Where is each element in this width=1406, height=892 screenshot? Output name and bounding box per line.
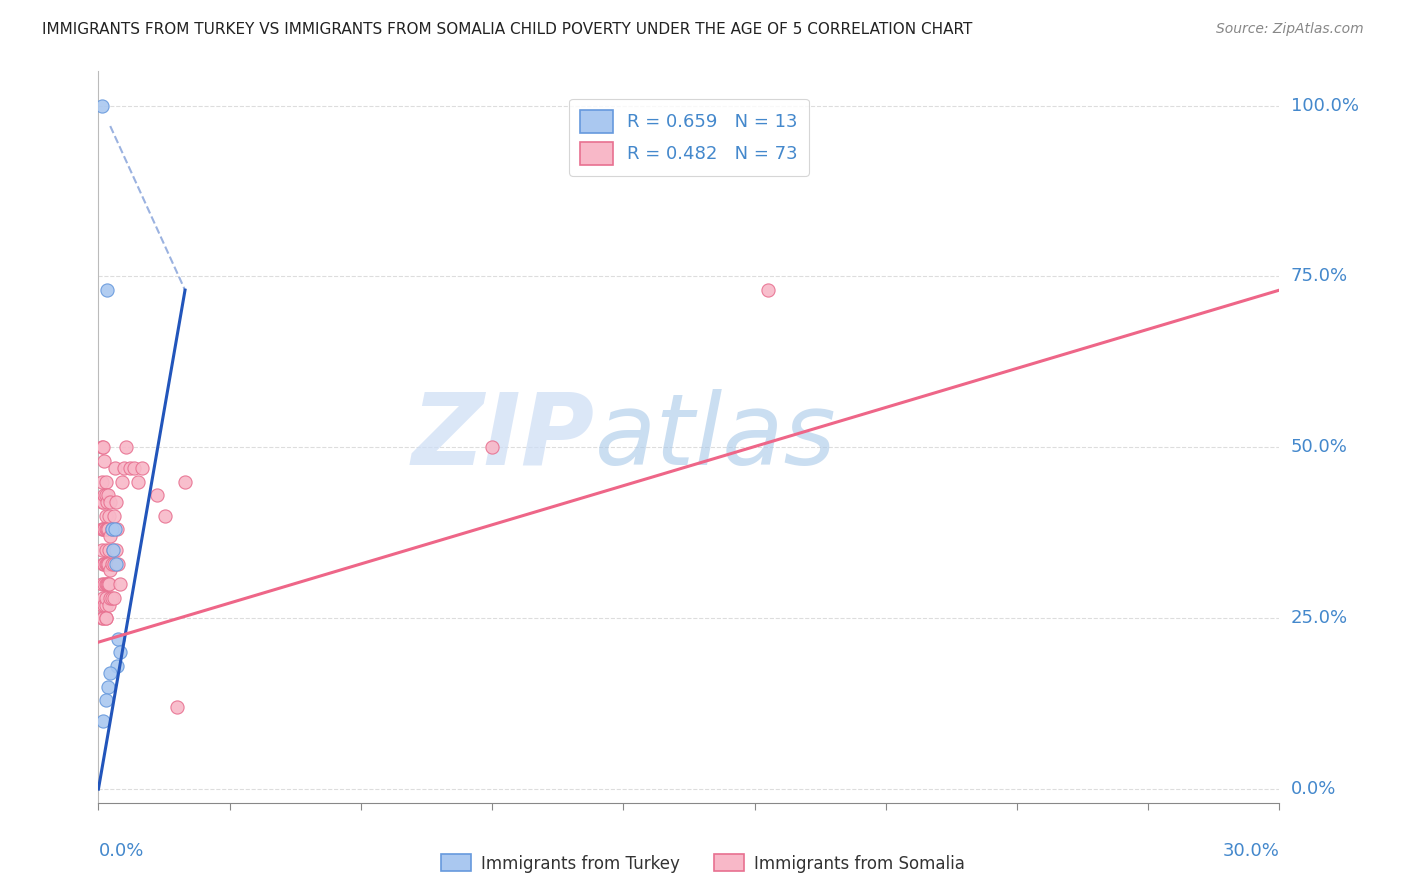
Point: [105, 522, 128, 536]
Point: [96, 495, 118, 509]
Point: [101, 522, 124, 536]
Point: [91, 440, 114, 454]
Point: [104, 522, 127, 536]
Point: [97, 557, 120, 571]
Point: [98, 665, 121, 680]
Point: [96, 611, 118, 625]
Point: [98, 577, 121, 591]
Point: [94, 542, 117, 557]
Point: [166, 700, 188, 714]
Point: [98, 508, 121, 523]
Point: [105, 495, 128, 509]
Point: [90, 495, 112, 509]
Point: [91, 522, 114, 536]
Text: 50.0%: 50.0%: [1291, 438, 1347, 457]
Point: [481, 440, 503, 454]
Point: [118, 460, 141, 475]
Point: [93, 577, 115, 591]
Point: [94, 475, 117, 489]
Point: [101, 557, 124, 571]
Point: [91, 522, 114, 536]
Point: [93, 557, 115, 571]
Point: [98, 598, 121, 612]
Point: [97, 680, 120, 694]
Point: [93, 454, 115, 468]
Point: [91, 611, 114, 625]
Point: [98, 529, 121, 543]
Text: 0.0%: 0.0%: [98, 842, 143, 860]
Text: 25.0%: 25.0%: [1291, 609, 1348, 627]
Point: [98, 563, 121, 577]
Point: [104, 460, 127, 475]
Point: [103, 542, 125, 557]
Point: [94, 577, 117, 591]
Point: [111, 475, 134, 489]
Point: [97, 488, 120, 502]
Point: [91, 591, 114, 605]
Text: 75.0%: 75.0%: [1291, 268, 1348, 285]
Point: [155, 508, 177, 523]
Point: [96, 283, 118, 297]
Point: [98, 591, 121, 605]
Point: [94, 508, 117, 523]
Point: [91, 557, 114, 571]
Point: [91, 495, 114, 509]
Point: [91, 577, 114, 591]
Text: 0.0%: 0.0%: [1291, 780, 1336, 798]
Point: [101, 522, 124, 536]
Point: [90, 98, 112, 112]
Point: [96, 577, 118, 591]
Point: [96, 557, 118, 571]
Text: ZIP: ZIP: [412, 389, 595, 485]
Point: [107, 557, 129, 571]
Point: [94, 693, 117, 707]
Point: [103, 542, 125, 557]
Point: [112, 460, 135, 475]
Legend: Immigrants from Turkey, Immigrants from Somalia: Immigrants from Turkey, Immigrants from …: [434, 847, 972, 880]
Point: [108, 645, 131, 659]
Point: [91, 611, 114, 625]
Point: [131, 460, 153, 475]
Point: [93, 488, 115, 502]
Point: [93, 598, 115, 612]
Point: [756, 283, 779, 297]
Point: [105, 557, 128, 571]
Point: [127, 475, 149, 489]
Point: [91, 542, 114, 557]
Point: [91, 714, 114, 728]
Point: [91, 598, 114, 612]
Point: [97, 522, 120, 536]
Point: [174, 475, 197, 489]
Point: [94, 611, 117, 625]
Point: [105, 659, 128, 673]
Point: [101, 591, 124, 605]
Text: 30.0%: 30.0%: [1223, 842, 1279, 860]
Point: [91, 440, 114, 454]
Text: atlas: atlas: [595, 389, 837, 485]
Legend: R = 0.659   N = 13, R = 0.482   N = 73: R = 0.659 N = 13, R = 0.482 N = 73: [569, 99, 808, 176]
Text: IMMIGRANTS FROM TURKEY VS IMMIGRANTS FROM SOMALIA CHILD POVERTY UNDER THE AGE OF: IMMIGRANTS FROM TURKEY VS IMMIGRANTS FRO…: [42, 22, 973, 37]
Text: Source: ZipAtlas.com: Source: ZipAtlas.com: [1216, 22, 1364, 37]
Point: [103, 508, 125, 523]
Point: [91, 475, 114, 489]
Point: [108, 577, 131, 591]
Point: [97, 577, 120, 591]
Point: [98, 542, 121, 557]
Point: [122, 460, 145, 475]
Point: [96, 591, 118, 605]
Point: [96, 522, 118, 536]
Point: [115, 440, 138, 454]
Point: [105, 542, 128, 557]
Point: [146, 488, 169, 502]
Point: [96, 522, 118, 536]
Point: [107, 632, 129, 646]
Point: [93, 522, 115, 536]
Point: [103, 557, 125, 571]
Point: [96, 557, 118, 571]
Point: [96, 488, 118, 502]
Point: [98, 495, 121, 509]
Point: [103, 591, 125, 605]
Point: [94, 598, 117, 612]
Text: 100.0%: 100.0%: [1291, 96, 1358, 114]
